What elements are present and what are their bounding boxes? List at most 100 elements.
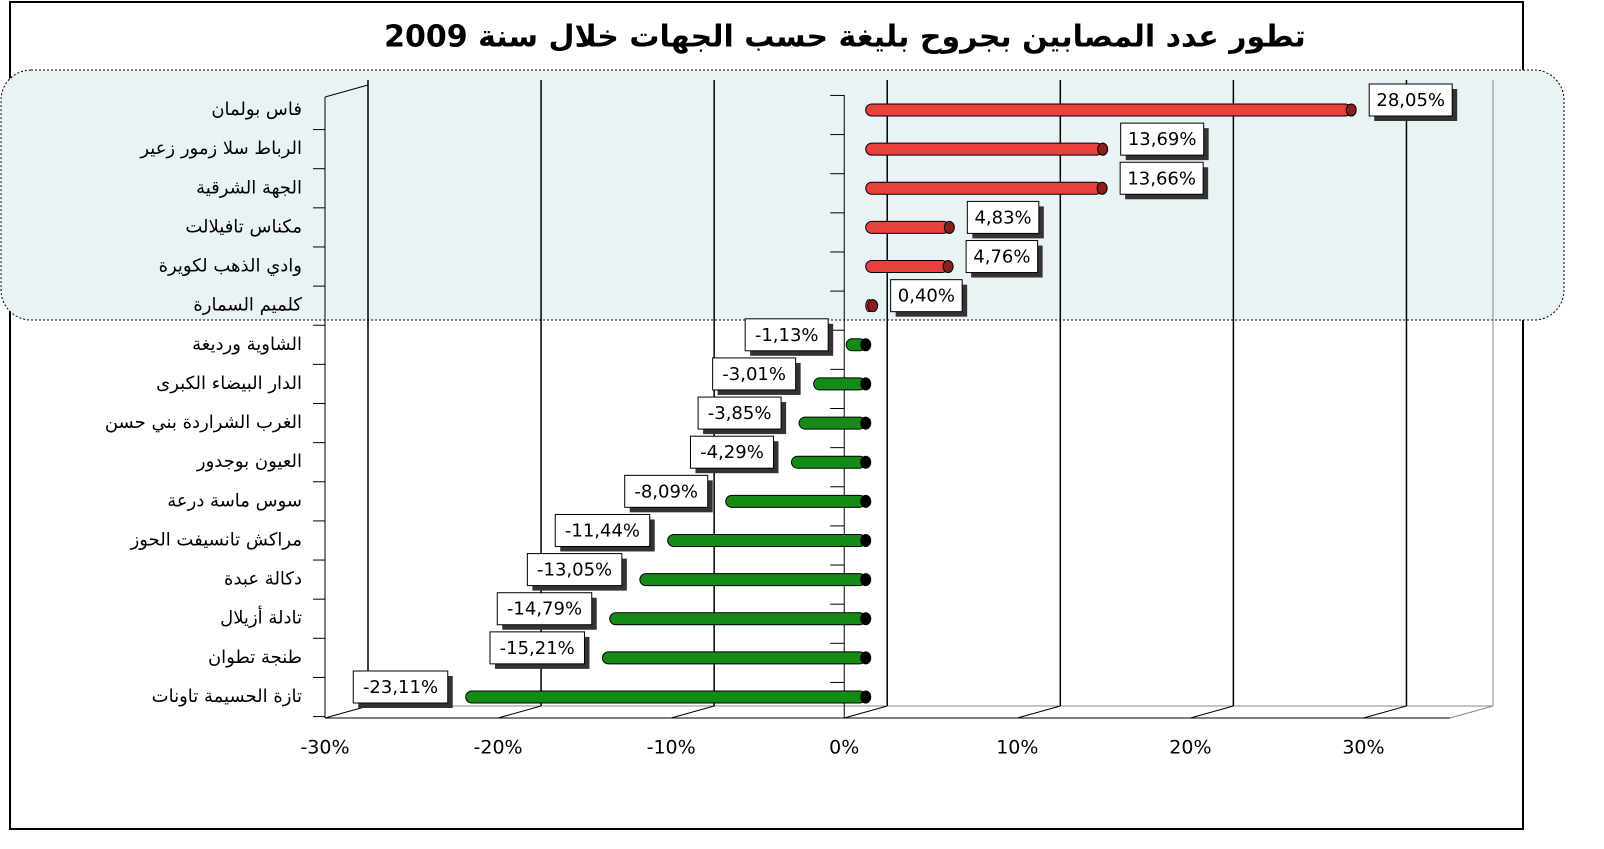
value-label: -11,44% (565, 520, 640, 541)
value-label: -13,05% (537, 560, 612, 581)
bar (465, 690, 867, 704)
bar (798, 416, 867, 430)
bar-group (639, 573, 872, 587)
category-label: الدار البيضاء الكبرى (156, 373, 302, 394)
tick-mark (1017, 705, 1061, 719)
bar-group (790, 455, 872, 469)
bar-group (865, 260, 954, 274)
bar-cap (860, 377, 872, 391)
bar-cap (942, 260, 954, 274)
bar-cap (1096, 181, 1108, 195)
tick-mark (1363, 705, 1407, 719)
value-label: 13,66% (1127, 168, 1196, 189)
x-tick-label: -10% (647, 737, 696, 759)
bar (865, 260, 949, 274)
value-label: 4,76% (973, 247, 1030, 268)
label-box (352, 670, 449, 704)
bar-group (667, 533, 872, 547)
bar-group (813, 377, 872, 391)
tick-mark (1190, 705, 1234, 719)
category-label: كلميم السمارة (193, 295, 302, 316)
bar-group (865, 103, 1357, 117)
value-label: -3,85% (708, 403, 772, 424)
label-box (965, 240, 1039, 274)
bar-cap (860, 455, 872, 469)
label-box (744, 318, 829, 352)
tick-mark (844, 705, 888, 719)
bar-group (865, 220, 955, 234)
bar-cap (860, 651, 872, 665)
x-tick-label: -20% (474, 737, 523, 759)
bar-cap (860, 533, 872, 547)
label-box (489, 631, 585, 665)
bar (725, 494, 867, 508)
x-tick-label: -30% (300, 737, 349, 759)
category-label: تادلة أزيلال (220, 606, 302, 629)
bar-cap (943, 220, 955, 234)
bar-cap (1345, 103, 1357, 117)
value-label: -4,29% (700, 442, 764, 463)
bar (639, 573, 867, 587)
label-box (554, 513, 651, 547)
category-label: وادي الذهب لكويرة (159, 256, 302, 277)
label-box (890, 279, 963, 313)
bar (865, 142, 1104, 156)
value-label: 4,83% (974, 207, 1031, 228)
category-label: طنجة تطوان (208, 647, 302, 668)
value-label: -15,21% (500, 638, 575, 659)
bar-cap (860, 338, 872, 352)
bar-cap (1097, 142, 1109, 156)
label-box (526, 553, 623, 587)
bar-cap (860, 690, 872, 704)
bar (865, 181, 1103, 195)
label-box (712, 357, 797, 391)
x-tick-label: 20% (1169, 737, 1211, 759)
label-box (1119, 161, 1204, 195)
x-tick-label: 30% (1342, 737, 1384, 759)
x-tick-label: 10% (996, 737, 1038, 759)
value-label: 0,40% (898, 286, 955, 307)
label-box (966, 200, 1040, 234)
bar-group (798, 416, 872, 430)
category-label: العيون بوجدور (196, 451, 302, 472)
bar-group (601, 651, 872, 665)
category-label: الشاوية ورديغة (192, 334, 302, 355)
category-label: تازة الحسيمة تاونات (152, 686, 302, 707)
value-label: 28,05% (1376, 90, 1445, 111)
category-label: الرباط سلا زمور زعير (139, 138, 302, 159)
bar-cap (867, 299, 879, 313)
label-box (1368, 83, 1453, 117)
bar-cap (860, 573, 872, 587)
bar-group (609, 612, 872, 626)
value-label: -23,11% (363, 677, 438, 698)
bar-group (865, 299, 879, 313)
label-box (1120, 122, 1205, 156)
value-label: -3,01% (722, 364, 786, 385)
category-label: مراكش تانسيفت الحوز (130, 529, 302, 550)
bar (813, 377, 867, 391)
value-label: -8,09% (634, 481, 698, 502)
category-label: مكناس تافيلالت (185, 216, 302, 237)
bar (667, 533, 867, 547)
axis-line (324, 84, 369, 98)
tick-mark (671, 705, 715, 719)
label-box (689, 435, 774, 469)
bar-group (845, 338, 872, 352)
bar (865, 220, 950, 234)
bar (609, 612, 867, 626)
bar (865, 103, 1352, 117)
bar (601, 651, 867, 665)
bar (790, 455, 867, 469)
label-box (496, 592, 593, 626)
value-label: 13,69% (1128, 129, 1197, 150)
label-box (624, 474, 709, 508)
tick-mark (497, 705, 542, 719)
bar-cap (860, 494, 872, 508)
category-label: سوس ماسة درعة (167, 490, 302, 511)
category-label: الجهة الشرقية (196, 177, 302, 198)
bar-group (865, 181, 1108, 195)
label-box (697, 396, 782, 430)
chart-title: تطور عدد المصابين بجروح بليغة حسب الجهات… (384, 20, 1306, 55)
bar-cap (860, 416, 872, 430)
